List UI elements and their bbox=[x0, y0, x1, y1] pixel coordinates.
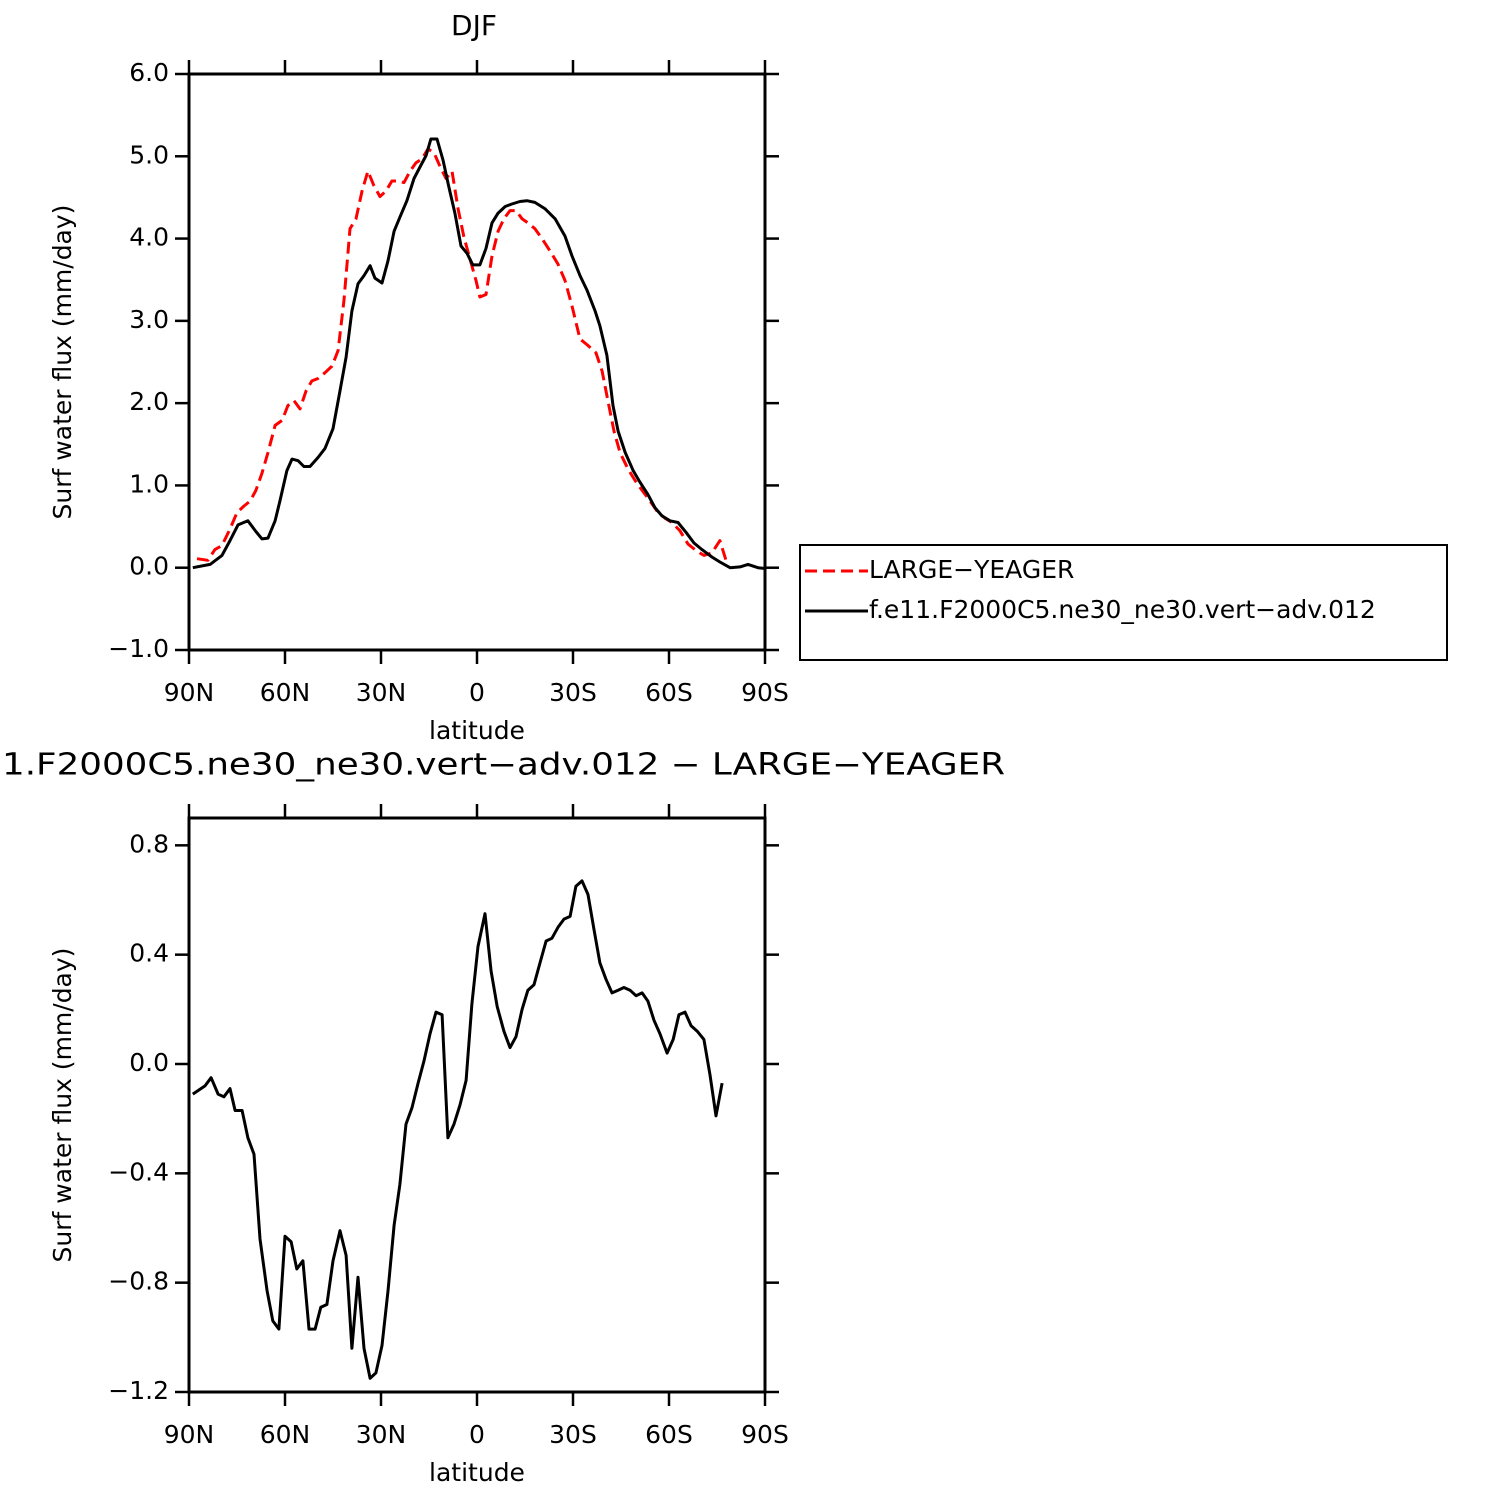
y-tick-label: −1.2 bbox=[108, 1376, 169, 1405]
x-tick-label: 0 bbox=[469, 678, 485, 707]
y-tick-label: −1.0 bbox=[108, 634, 169, 663]
y-tick-label: 2.0 bbox=[129, 387, 169, 416]
x-tick-label: 60S bbox=[645, 678, 693, 707]
plot-frame bbox=[187, 72, 767, 652]
legend-label: LARGE−YEAGER bbox=[869, 555, 1074, 584]
data-line bbox=[192, 137, 766, 570]
y-tick-label: −0.8 bbox=[108, 1267, 169, 1296]
y-tick-label: 0.4 bbox=[129, 939, 169, 968]
x-tick-label: 60N bbox=[260, 678, 311, 707]
x-tick-label: 90N bbox=[164, 678, 215, 707]
x-axis-label: latitude bbox=[429, 716, 525, 745]
y-axis-label: Surf water flux (mm/day) bbox=[48, 948, 77, 1263]
x-tick-label: 30N bbox=[356, 1420, 407, 1449]
x-axis-label: latitude bbox=[429, 1458, 525, 1487]
x-tick-label: 90N bbox=[164, 1420, 215, 1449]
y-tick-label: 3.0 bbox=[129, 305, 169, 334]
x-tick-label: 30S bbox=[549, 1420, 597, 1449]
y-tick-label: 5.0 bbox=[129, 140, 169, 169]
y-tick-label: 0.0 bbox=[129, 552, 169, 581]
legend-box bbox=[799, 544, 1448, 661]
y-tick-label: −0.4 bbox=[108, 1157, 169, 1186]
x-tick-label: 30S bbox=[549, 678, 597, 707]
plot-frame bbox=[187, 816, 767, 1394]
y-tick-label: 4.0 bbox=[129, 223, 169, 252]
data-line bbox=[196, 147, 728, 562]
x-tick-label: 90S bbox=[741, 1420, 789, 1449]
legend-label: f.e11.F2000C5.ne30_ne30.vert−adv.012 bbox=[869, 595, 1376, 624]
y-tick-label: 6.0 bbox=[129, 58, 169, 87]
chart-title: 1.F2000C5.ne30_ne30.vert−adv.012 − LARGE… bbox=[2, 748, 1005, 783]
x-tick-label: 60N bbox=[260, 1420, 311, 1449]
x-tick-label: 60S bbox=[645, 1420, 693, 1449]
y-axis-label: Surf water flux (mm/day) bbox=[48, 205, 77, 520]
x-tick-label: 30N bbox=[356, 678, 407, 707]
data-line bbox=[191, 879, 724, 1380]
y-tick-label: 0.0 bbox=[129, 1048, 169, 1077]
x-tick-label: 0 bbox=[469, 1420, 485, 1449]
chart-title: DJF bbox=[451, 9, 497, 42]
x-tick-label: 90S bbox=[741, 678, 789, 707]
y-tick-label: 0.8 bbox=[129, 829, 169, 858]
y-tick-label: 1.0 bbox=[129, 469, 169, 498]
